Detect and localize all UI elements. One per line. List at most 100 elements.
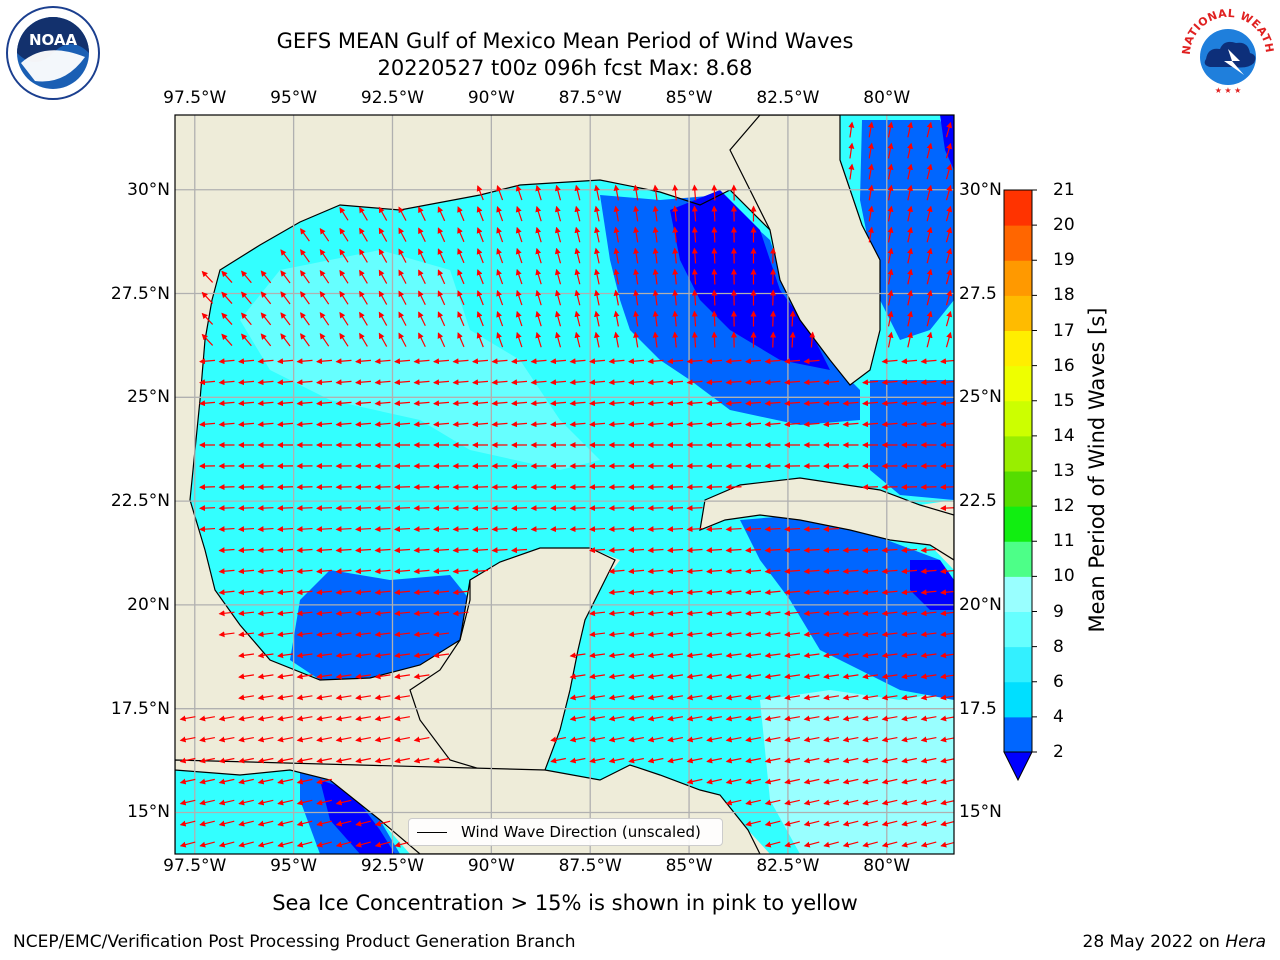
wind-wave-arrow <box>823 652 840 659</box>
wind-wave-arrow <box>823 400 840 407</box>
wind-wave-arrow <box>296 547 313 554</box>
wind-wave-arrow <box>569 379 586 386</box>
wind-wave-arrow <box>594 289 600 306</box>
wind-wave-arrow <box>374 610 391 617</box>
wind-wave-arrow <box>823 799 839 806</box>
wind-wave-arrow <box>374 568 391 575</box>
wind-wave-arrow <box>374 400 391 407</box>
colorbar-tick-label: 8 <box>1053 636 1064 657</box>
wind-wave-arrow <box>398 227 407 242</box>
wind-wave-arrow <box>907 205 913 222</box>
wind-wave-arrow <box>881 379 898 386</box>
wind-wave-arrow <box>881 610 898 617</box>
wind-wave-arrow <box>881 820 898 827</box>
wind-wave-arrow <box>725 568 742 575</box>
wind-wave-arrow <box>691 247 698 264</box>
wind-wave-arrow <box>316 547 333 554</box>
wind-wave-arrow <box>530 526 547 533</box>
wind-wave-arrow <box>920 589 937 596</box>
wind-wave-arrow <box>823 694 839 701</box>
wind-wave-arrow <box>394 715 410 722</box>
wind-wave-arrow <box>803 568 820 575</box>
wind-wave-arrow <box>277 715 293 722</box>
wind-wave-arrow <box>745 610 762 617</box>
wind-wave-arrow <box>355 736 371 743</box>
wind-wave-arrow <box>316 652 333 659</box>
wind-wave-arrow <box>784 694 800 701</box>
wind-wave-arrow <box>823 379 840 386</box>
wind-wave-arrow <box>238 757 254 764</box>
wind-wave-arrow <box>218 610 235 617</box>
wind-wave-arrow <box>881 694 898 701</box>
colorbar-segment <box>1004 646 1032 683</box>
wind-wave-arrow <box>218 379 235 386</box>
wind-wave-arrow <box>647 589 664 596</box>
wind-wave-arrow <box>686 778 703 785</box>
colorbar-segment <box>1004 716 1032 753</box>
wind-wave-arrow <box>803 589 820 596</box>
wind-wave-arrow <box>260 270 272 284</box>
wind-wave-arrow <box>574 226 581 243</box>
chart-subtitle: 20220527 t00z 096h fcst Max: 8.68 <box>377 56 753 80</box>
credit-line: NCEP/EMC/Verification Post Processing Pr… <box>13 932 576 952</box>
wind-wave-arrow <box>725 757 742 764</box>
wind-wave-arrow <box>296 400 313 407</box>
wind-wave-arrow <box>277 757 293 764</box>
wind-wave-arrow <box>823 421 840 428</box>
wind-wave-arrow <box>803 400 820 407</box>
wind-wave-arrow <box>686 736 703 743</box>
wind-wave-arrow <box>257 841 274 848</box>
wind-wave-arrow <box>535 226 542 243</box>
wind-wave-arrow <box>803 715 820 722</box>
wind-wave-arrow <box>457 206 465 222</box>
wind-wave-arrow <box>842 400 859 407</box>
wind-wave-arrow <box>277 400 294 407</box>
wind-wave-arrow <box>920 820 937 827</box>
wind-wave-arrow <box>686 694 703 701</box>
wind-wave-arrow <box>907 142 913 159</box>
wind-wave-arrow <box>789 310 796 327</box>
wind-wave-arrow <box>355 610 372 617</box>
wind-wave-arrow <box>823 736 839 743</box>
wind-wave-arrow <box>277 547 294 554</box>
wind-wave-arrow <box>647 379 664 386</box>
wind-wave-arrow <box>257 547 274 554</box>
wind-wave-arrow <box>300 333 310 347</box>
wind-wave-arrow <box>457 332 465 348</box>
wind-wave-arrow <box>803 778 820 785</box>
wind-wave-arrow <box>706 652 723 659</box>
wind-wave-arrow <box>711 310 718 327</box>
wind-wave-arrow <box>496 332 504 348</box>
wind-wave-arrow <box>179 820 196 827</box>
wind-wave-arrow <box>725 610 742 617</box>
wind-wave-arrow <box>296 778 313 785</box>
wind-wave-arrow <box>515 268 523 285</box>
wind-wave-arrow <box>608 421 625 428</box>
wind-wave-arrow <box>613 205 620 222</box>
lat-tick-label-right: 30°N <box>959 179 1002 200</box>
wind-wave-arrow <box>764 379 781 386</box>
wind-wave-arrow <box>784 715 800 722</box>
colorbar-extend-triangle <box>1003 751 1033 782</box>
wind-wave-arrow <box>920 799 937 806</box>
colorbar-tick-label: 9 <box>1053 601 1064 622</box>
wind-wave-arrow <box>515 289 523 306</box>
wind-wave-arrow <box>862 631 879 638</box>
wind-wave-arrow <box>784 736 800 743</box>
wind-wave-arrow <box>613 268 620 285</box>
wind-wave-arrow <box>613 289 620 306</box>
wind-wave-arrow <box>335 715 352 722</box>
wind-wave-arrow <box>842 841 859 848</box>
cuba-land <box>699 477 954 561</box>
wind-wave-arrow <box>569 736 586 743</box>
wind-wave-arrow <box>862 652 879 659</box>
wind-wave-arrow <box>862 778 878 785</box>
wind-wave-arrow <box>296 694 313 701</box>
wind-wave-arrow <box>574 289 581 306</box>
wind-wave-arrow <box>316 757 332 764</box>
colorbar-tick-label: 16 <box>1053 355 1075 376</box>
wind-wave-arrow <box>647 757 664 764</box>
wind-wave-arrow <box>257 568 274 575</box>
wind-wave-arrow <box>433 631 450 638</box>
wind-wave-arrow <box>418 269 426 284</box>
